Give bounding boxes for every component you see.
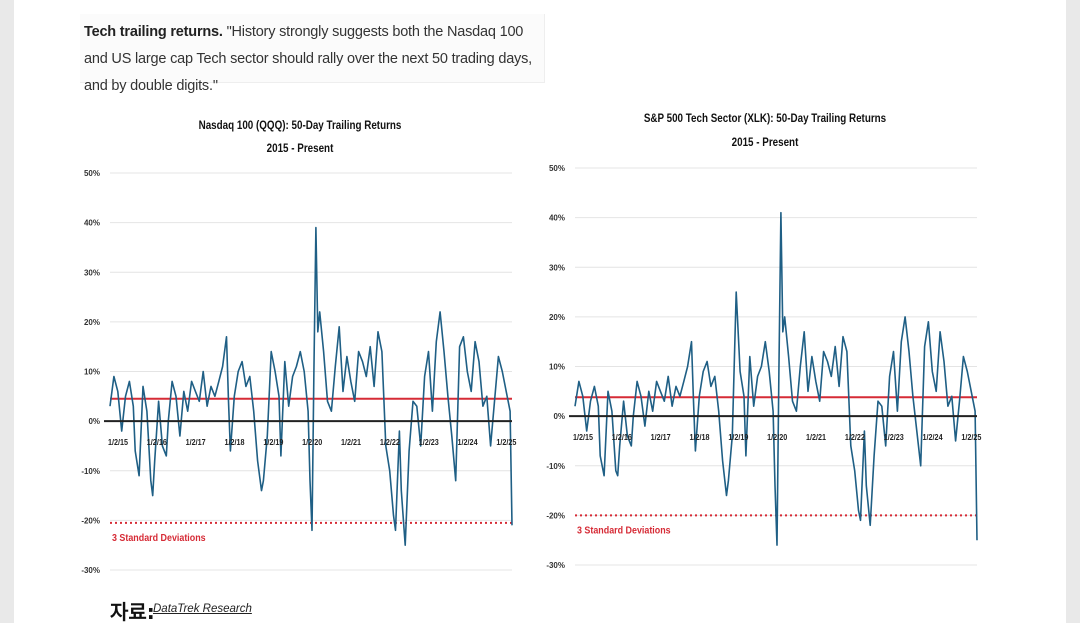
y-tick-label: 40%	[549, 214, 565, 223]
y-tick-label: 10%	[84, 368, 100, 377]
quote-lead: Tech trailing returns.	[84, 24, 223, 40]
x-tick-label: 1/2/18	[689, 433, 710, 443]
y-tick-label: 20%	[84, 318, 100, 327]
y-tick-label: -10%	[81, 467, 100, 476]
right-frame-border	[1066, 0, 1080, 623]
y-tick-label: 0%	[88, 417, 100, 426]
nasdaq-100-trailing-returns-chart: Nasdaq 100 (QQQ): 50-Day Trailing Return…	[81, 119, 517, 575]
x-tick-label: 1/2/15	[573, 433, 594, 443]
trailing-return-series-line	[574, 211, 978, 546]
x-tick-label: 1/2/17	[651, 433, 672, 443]
x-tick-label: 1/2/21	[806, 433, 827, 443]
chart-title: S&P 500 Tech Sector (XLK): 50-Day Traili…	[644, 112, 886, 125]
x-tick-label: 1/2/23	[884, 433, 905, 443]
quote-text: Tech trailing returns. "History strongly…	[84, 19, 544, 100]
x-tick-label: 1/2/19	[728, 433, 749, 443]
x-tick-label: 1/2/21	[341, 438, 362, 448]
x-tick-label: 1/2/20	[302, 438, 323, 448]
x-tick-label: 1/2/20	[767, 433, 788, 443]
x-tick-label: 1/2/23	[419, 438, 440, 448]
y-tick-label: -10%	[546, 462, 565, 471]
chart-subtitle: 2015 - Present	[732, 136, 799, 149]
three-std-dev-label: 3 Standard Deviations	[577, 525, 671, 537]
y-tick-label: -20%	[81, 516, 100, 525]
source-label: 자료:	[110, 600, 155, 624]
x-tick-label: 1/2/24	[458, 438, 479, 448]
x-tick-label: 1/2/16	[147, 438, 168, 448]
quote-body: "History strongly suggests both the Nasd…	[84, 24, 532, 94]
y-tick-label: 30%	[549, 263, 565, 272]
x-tick-label: 1/2/19	[263, 438, 284, 448]
x-tick-label: 1/2/18	[224, 438, 245, 448]
quote-panel	[80, 14, 545, 83]
source-link[interactable]: DataTrek Research	[153, 603, 252, 615]
x-tick-label: 1/2/22	[845, 433, 866, 443]
trailing-return-series-line	[109, 226, 513, 547]
three-std-dev-label: 3 Standard Deviations	[112, 532, 206, 544]
y-tick-label: 50%	[84, 169, 100, 178]
y-tick-label: 10%	[549, 363, 565, 372]
x-tick-label: 1/2/24	[923, 433, 944, 443]
y-tick-label: 0%	[553, 412, 565, 421]
sp500-tech-sector-trailing-returns-chart: S&P 500 Tech Sector (XLK): 50-Day Traili…	[546, 112, 982, 570]
x-tick-label: 1/2/15	[108, 438, 129, 448]
y-tick-label: 50%	[549, 164, 565, 173]
y-tick-label: 40%	[84, 219, 100, 228]
y-tick-label: -20%	[546, 511, 565, 520]
y-tick-label: 20%	[549, 313, 565, 322]
y-tick-label: -30%	[81, 566, 100, 575]
chart-subtitle: 2015 - Present	[267, 142, 334, 155]
y-tick-label: 30%	[84, 268, 100, 277]
y-tick-label: -30%	[546, 561, 565, 570]
left-frame-border	[0, 0, 14, 623]
chart-title: Nasdaq 100 (QQQ): 50-Day Trailing Return…	[199, 119, 402, 132]
x-tick-label: 1/2/22	[380, 438, 401, 448]
x-tick-label: 1/2/16	[612, 433, 633, 443]
x-tick-label: 1/2/17	[186, 438, 207, 448]
x-tick-label: 1/2/25	[496, 438, 517, 448]
x-tick-label: 1/2/25	[961, 433, 982, 443]
